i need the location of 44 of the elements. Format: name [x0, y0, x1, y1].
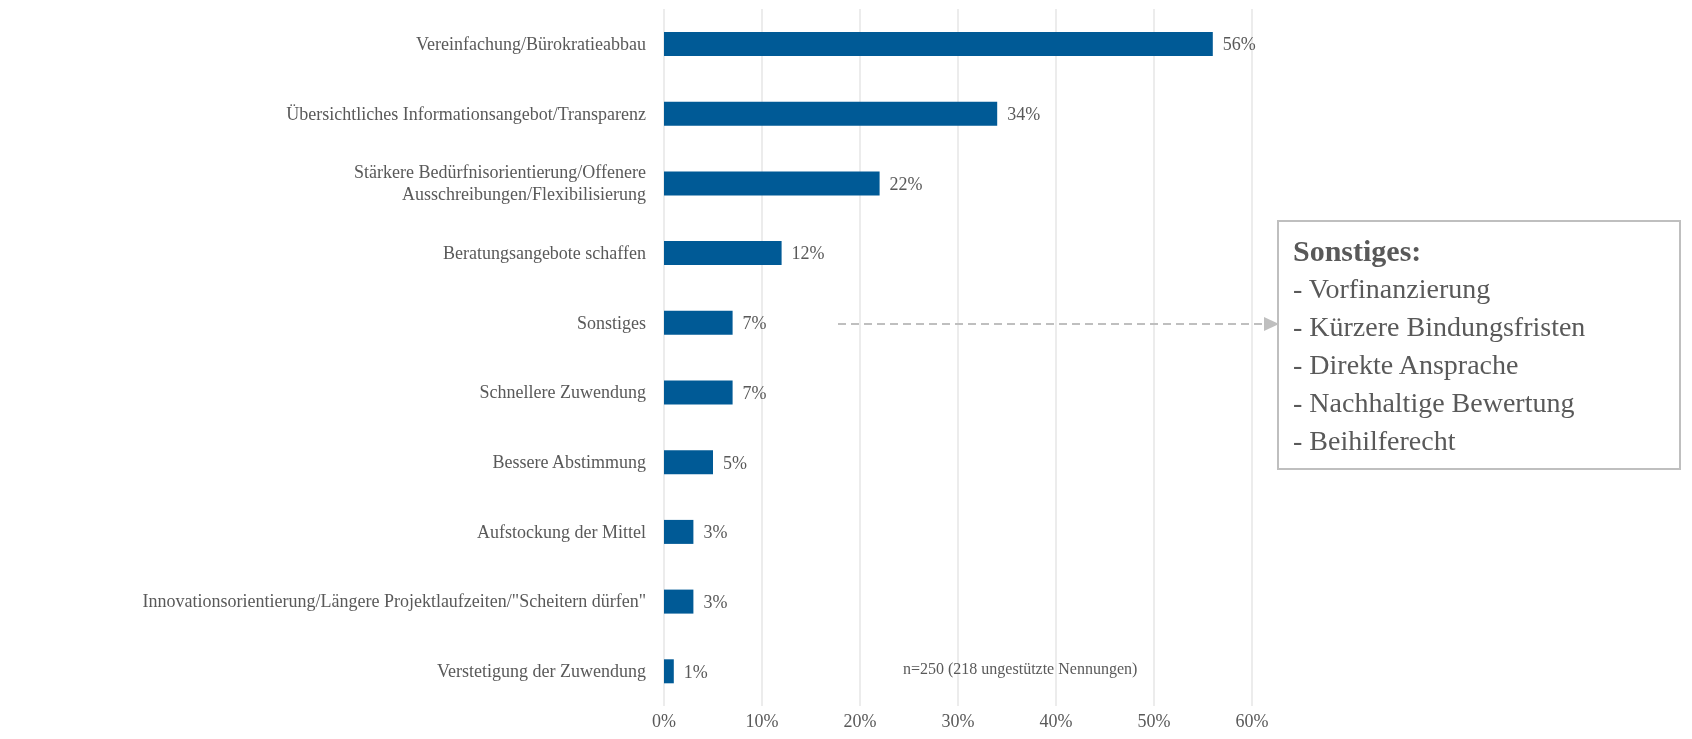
bar [664, 171, 880, 196]
text: - Kürzere Bindungsfristen [1293, 310, 1587, 344]
y-tick-label: Innovationsorientierung/Längere Projektlaufzeiten/"Scheitern dürfen" [142, 591, 646, 612]
bar [664, 589, 694, 614]
x-tick-label: 0% [652, 710, 676, 731]
x-tick-label: 60% [1235, 710, 1269, 731]
text: - Beihilferecht [1293, 424, 1457, 458]
y-tick-label: Übersichtliches Informationsangebot/Transparenz [286, 103, 646, 124]
bar [664, 450, 713, 475]
text: - Direkte Ansprache [1293, 348, 1520, 382]
data-label: 22% [889, 173, 923, 194]
x-tick-label: 20% [843, 710, 877, 731]
y-tick-label: Schnellere Zuwendung [479, 382, 646, 403]
text: Sonstiges: [1293, 233, 1423, 269]
data-label: 34% [1007, 104, 1041, 125]
data-label: 56% [1222, 34, 1256, 55]
data-label: 7% [742, 382, 767, 403]
bar [664, 241, 782, 266]
bar [664, 380, 733, 405]
bar [664, 32, 1213, 56]
y-tick-label: Bessere Abstimmung [492, 452, 646, 473]
x-tick-label: 50% [1137, 710, 1171, 731]
y-tick-label: Beratungsangebote schaffen [442, 242, 646, 263]
x-tick-label: 40% [1039, 710, 1073, 731]
y-tick-label: Verstetigung der Zuwendung [437, 661, 646, 682]
y-tick-label: Stärkere Bedürfnisorientierung/Offenere Ausschreibungen/Flexibilisierung [353, 162, 646, 205]
annotation: n=250 (218 ungestützte Nennungen) [903, 660, 1138, 678]
y-tick-label: Aufstockung der Mittel [477, 521, 646, 542]
y-tick-label: Vereinfachung/Bürokratieabbau [416, 33, 646, 54]
bar [664, 519, 694, 544]
text: - Nachhaltige Bewertung [1293, 386, 1576, 420]
x-tick-label: 30% [941, 710, 975, 731]
data-label: 12% [791, 243, 825, 264]
x-tick-label: 10% [745, 710, 779, 731]
data-label: 3% [703, 591, 728, 612]
bar [664, 310, 733, 335]
y-tick-label: Sonstiges [576, 312, 646, 333]
data-label: 1% [683, 661, 708, 682]
data-label: 3% [703, 522, 728, 543]
data-label: 7% [742, 313, 767, 334]
text: - Vorfinanzierung [1293, 272, 1492, 306]
bar [664, 659, 674, 684]
bar [664, 101, 998, 126]
data-label: 5% [723, 452, 747, 473]
